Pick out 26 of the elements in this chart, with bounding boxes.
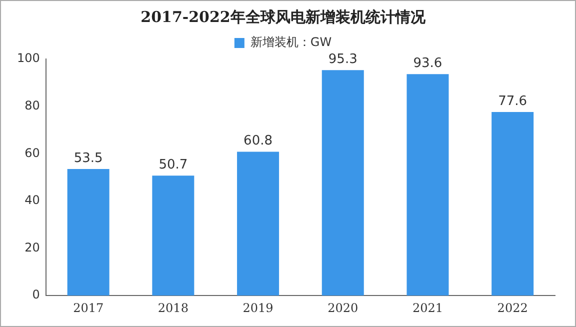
y-tick-label: 0 (32, 288, 40, 302)
x-tick-label: 2022 (497, 300, 528, 315)
x-tick-label: 2020 (328, 300, 358, 315)
data-label: 93.6 (413, 56, 442, 72)
bar (237, 152, 280, 296)
bar (406, 74, 449, 296)
data-label: 77.6 (498, 94, 528, 109)
chart-title: 2017-2022年全球风电新增装机统计情况 (140, 8, 426, 26)
y-tick-label: 100 (17, 51, 40, 66)
y-tick-label: 20 (24, 240, 40, 254)
data-label: 53.5 (74, 150, 103, 166)
y-tick-label: 60 (24, 146, 40, 160)
x-tick-label: 2021 (412, 300, 443, 315)
data-label: 50.7 (158, 158, 188, 173)
bar (322, 70, 364, 296)
data-label: 60.8 (244, 134, 273, 149)
bar (152, 176, 194, 296)
x-tick-label: 2017 (73, 300, 104, 315)
legend-label: 新增装机：GW (250, 35, 332, 50)
y-tick-label: 80 (24, 98, 40, 112)
bar (67, 169, 110, 296)
x-tick-label: 2019 (242, 300, 274, 315)
x-tick-label: 2018 (158, 300, 188, 315)
data-label: 95.3 (328, 52, 358, 67)
bar (492, 112, 534, 296)
y-tick-label: 40 (24, 193, 40, 208)
